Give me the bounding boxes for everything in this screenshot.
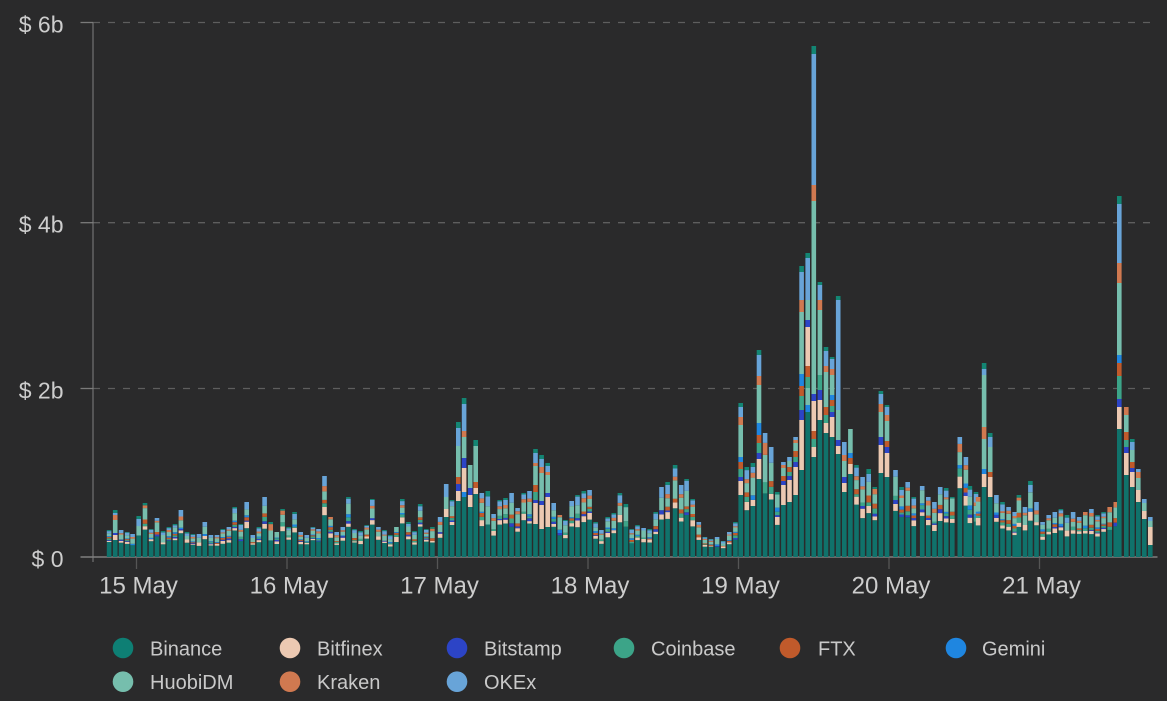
svg-text:$ 4b: $ 4b (19, 212, 64, 238)
svg-text:18 May: 18 May (551, 573, 630, 600)
svg-text:$ 2b: $ 2b (19, 378, 64, 404)
svg-text:Kraken: Kraken (317, 672, 380, 694)
svg-text:Gemini: Gemini (982, 638, 1045, 660)
svg-text:Coinbase: Coinbase (651, 638, 736, 660)
svg-text:$ 6b: $ 6b (19, 12, 64, 38)
svg-text:15 May: 15 May (99, 573, 178, 600)
svg-text:FTX: FTX (818, 638, 856, 660)
svg-text:$ 0: $ 0 (32, 546, 64, 572)
svg-text:Binance: Binance (150, 638, 222, 660)
svg-text:Bitstamp: Bitstamp (484, 638, 562, 660)
svg-text:21 May: 21 May (1002, 573, 1081, 600)
svg-text:HuobiDM: HuobiDM (150, 672, 233, 694)
svg-text:19 May: 19 May (701, 573, 780, 600)
svg-text:20 May: 20 May (852, 573, 931, 600)
svg-text:16 May: 16 May (250, 573, 329, 600)
svg-text:OKEx: OKEx (484, 672, 536, 694)
svg-text:17 May: 17 May (400, 573, 479, 600)
svg-text:Bitfinex: Bitfinex (317, 638, 383, 660)
